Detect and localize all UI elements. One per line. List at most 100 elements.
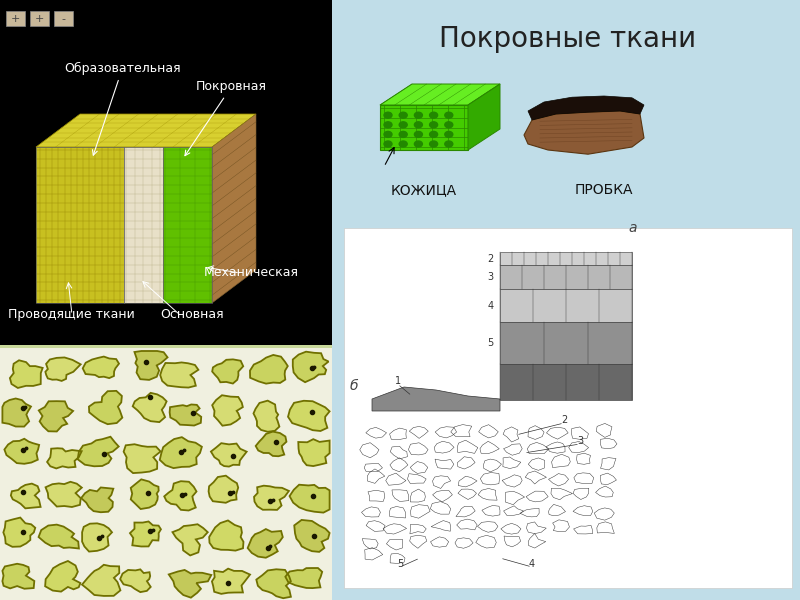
FancyBboxPatch shape (6, 11, 25, 26)
Text: -: - (61, 14, 66, 23)
Circle shape (430, 141, 438, 147)
Text: +: + (34, 14, 44, 23)
Circle shape (430, 122, 438, 128)
Circle shape (430, 112, 438, 118)
FancyBboxPatch shape (54, 11, 73, 26)
Circle shape (445, 131, 453, 137)
Polygon shape (120, 569, 150, 592)
Circle shape (414, 112, 422, 118)
Circle shape (414, 131, 422, 137)
Polygon shape (209, 476, 238, 503)
Circle shape (399, 141, 407, 147)
Polygon shape (2, 564, 34, 589)
Text: 4: 4 (529, 559, 535, 569)
Circle shape (384, 131, 392, 137)
Circle shape (445, 122, 453, 128)
Polygon shape (248, 529, 282, 558)
Text: Образовательная: Образовательная (64, 62, 181, 155)
Polygon shape (38, 401, 73, 431)
Circle shape (430, 131, 438, 137)
Polygon shape (256, 569, 291, 598)
Circle shape (384, 122, 392, 128)
Polygon shape (290, 485, 330, 512)
Bar (380, 105, 468, 150)
Bar (344, 228, 792, 588)
Text: ПРОБКА: ПРОБКА (574, 183, 634, 197)
Polygon shape (164, 481, 197, 511)
Polygon shape (380, 84, 500, 105)
Polygon shape (212, 114, 256, 303)
Polygon shape (124, 444, 161, 473)
Polygon shape (47, 448, 82, 469)
Polygon shape (160, 362, 198, 388)
Polygon shape (36, 147, 124, 303)
Text: 2: 2 (561, 415, 567, 425)
Circle shape (399, 112, 407, 118)
Polygon shape (162, 147, 212, 303)
Text: 2: 2 (487, 254, 494, 263)
Text: +: + (10, 14, 20, 23)
Polygon shape (294, 520, 330, 552)
Polygon shape (82, 523, 112, 551)
Polygon shape (293, 352, 329, 382)
Circle shape (399, 122, 407, 128)
Polygon shape (286, 568, 322, 588)
Bar (0, 348, 332, 600)
Polygon shape (36, 114, 256, 147)
Polygon shape (211, 443, 246, 467)
Polygon shape (130, 521, 161, 547)
Polygon shape (45, 561, 80, 592)
Polygon shape (3, 518, 35, 547)
Circle shape (384, 141, 392, 147)
Circle shape (414, 141, 422, 147)
Polygon shape (256, 431, 286, 456)
Polygon shape (212, 359, 243, 383)
Polygon shape (468, 84, 500, 150)
Circle shape (445, 112, 453, 118)
Polygon shape (528, 96, 644, 120)
Polygon shape (81, 487, 114, 512)
Polygon shape (524, 111, 644, 154)
Text: 4: 4 (487, 301, 494, 311)
Polygon shape (10, 360, 42, 388)
Polygon shape (254, 401, 279, 432)
Polygon shape (209, 520, 243, 551)
Text: Механическая: Механическая (204, 266, 299, 279)
Circle shape (399, 131, 407, 137)
Bar (500, 289, 632, 322)
Text: Покровная: Покровная (185, 80, 267, 155)
Bar (0, 0, 332, 600)
Bar (332, 0, 800, 600)
Polygon shape (169, 570, 211, 598)
Polygon shape (89, 391, 122, 424)
Polygon shape (134, 351, 167, 380)
Polygon shape (372, 387, 500, 411)
Text: Покровные ткани: Покровные ткани (439, 25, 697, 53)
Text: 1: 1 (394, 376, 401, 386)
Text: 5: 5 (487, 338, 494, 348)
Polygon shape (250, 355, 288, 383)
Polygon shape (2, 398, 31, 427)
Polygon shape (288, 401, 330, 431)
Polygon shape (124, 147, 162, 303)
Polygon shape (11, 484, 41, 508)
Polygon shape (78, 437, 118, 466)
Circle shape (414, 122, 422, 128)
Bar (500, 265, 632, 289)
Polygon shape (46, 482, 82, 507)
Bar (500, 252, 632, 265)
Text: 5: 5 (397, 559, 403, 569)
Circle shape (384, 112, 392, 118)
Text: б: б (350, 379, 358, 393)
Bar (0, 345, 332, 600)
Polygon shape (254, 485, 289, 510)
Text: КОЖИЦА: КОЖИЦА (391, 183, 457, 197)
Polygon shape (82, 356, 119, 378)
Text: Проводящие ткани: Проводящие ткани (8, 308, 134, 321)
Polygon shape (4, 439, 39, 464)
Text: Основная: Основная (160, 308, 224, 321)
Polygon shape (46, 358, 81, 381)
Polygon shape (133, 393, 166, 422)
Polygon shape (173, 524, 208, 556)
Polygon shape (212, 569, 250, 594)
